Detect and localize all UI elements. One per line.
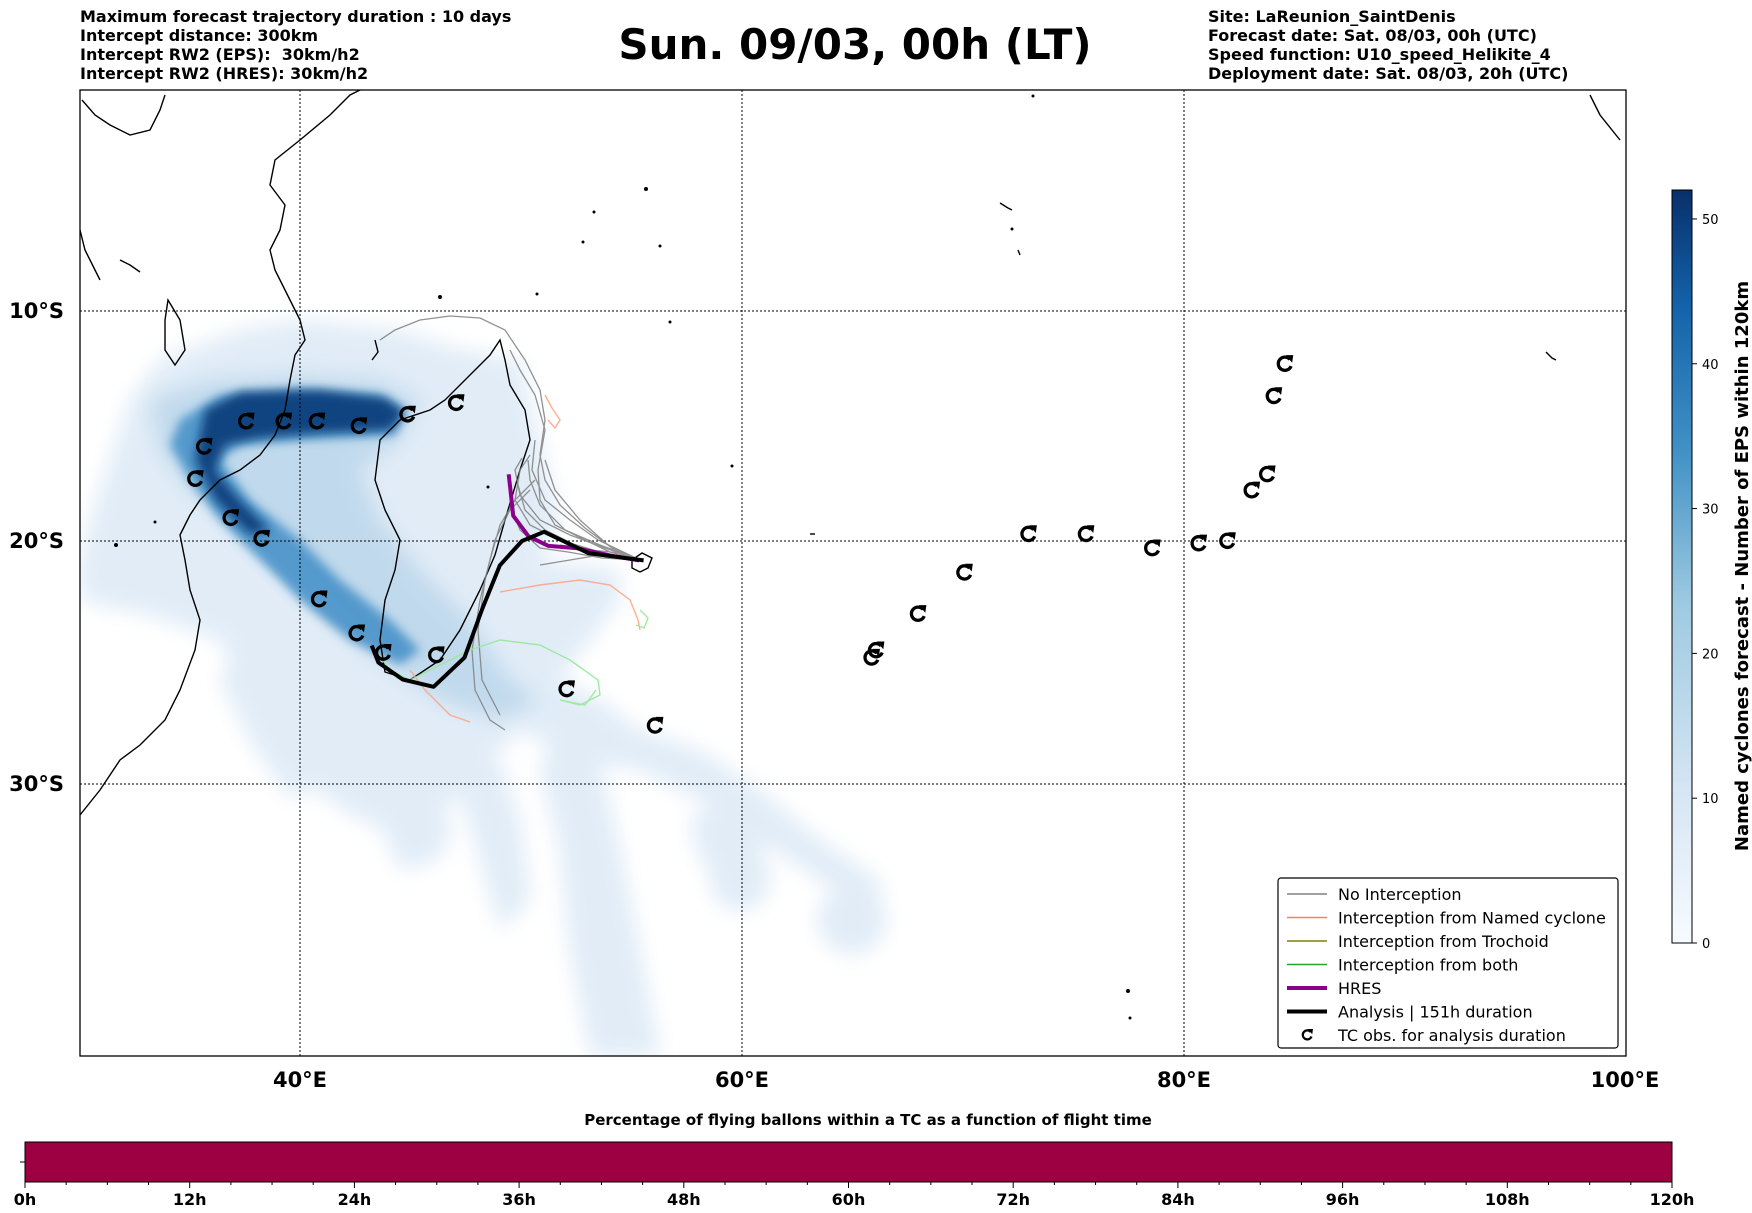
tc-observation-icon bbox=[909, 605, 927, 622]
tc-observation-icon bbox=[447, 394, 465, 412]
tc-observation-icon bbox=[1077, 525, 1095, 543]
lat-tick-label: 20°S bbox=[9, 529, 64, 553]
lat-tick-labels: 10°S 20°S 30°S bbox=[9, 299, 64, 796]
eps-colorbar-tick-label: 10 bbox=[1702, 792, 1719, 807]
coastlines bbox=[80, 90, 1621, 816]
eps-trajectories-interception-named bbox=[409, 394, 641, 723]
tc-observation-icon bbox=[1265, 387, 1283, 405]
eps-colorbar-tick-label: 30 bbox=[1702, 503, 1719, 518]
legend-label: HRES bbox=[1338, 979, 1381, 998]
header-left-line: Maximum forecast trajectory duration : 1… bbox=[80, 7, 512, 26]
header-right-line: Deployment date: Sat. 08/03, 20h (UTC) bbox=[1208, 64, 1569, 83]
header-info-left: Maximum forecast trajectory duration : 1… bbox=[80, 7, 511, 83]
eps-colorbar-bar bbox=[1671, 189, 1693, 944]
legend-label: Interception from Named cyclone bbox=[1338, 909, 1606, 928]
tc-observation-icon bbox=[187, 470, 204, 487]
legend-label: TC obs. for analysis duration bbox=[1337, 1026, 1566, 1045]
lon-tick-labels: 40°E 60°E 80°E 100°E bbox=[273, 1068, 1659, 1092]
eps-colorbar-label: Named cyclones forecast - Number of EPS … bbox=[1732, 281, 1752, 851]
lon-tick-label: 40°E bbox=[273, 1068, 327, 1092]
eps-density-mid bbox=[150, 375, 540, 720]
tc-observation-icon bbox=[253, 529, 271, 547]
eps-trajectories-interception-both bbox=[374, 609, 649, 706]
page-title: Sun. 09/03, 00h (LT) bbox=[618, 20, 1092, 69]
tc-observation-icon bbox=[1258, 465, 1276, 483]
tc-observation-icon bbox=[195, 437, 213, 455]
flight-time-tick-label: 84h bbox=[1161, 1190, 1195, 1209]
tc-observation-icon bbox=[1243, 481, 1261, 499]
legend: No Interception Interception from Named c… bbox=[1277, 877, 1619, 1049]
header-right-line: Site: LaReunion_SaintDenis bbox=[1208, 7, 1456, 26]
tc-observation-icon bbox=[275, 412, 293, 430]
islands bbox=[114, 94, 1132, 1020]
tc-observation-icon bbox=[348, 624, 366, 642]
tc-observation-icon bbox=[222, 509, 240, 527]
tc-observation-icon bbox=[237, 412, 255, 430]
flight-time-tick-label: 60h bbox=[832, 1190, 866, 1209]
tc-observation-icon bbox=[310, 590, 328, 608]
legend-tc-icon bbox=[1301, 1029, 1313, 1041]
legend-label: Analysis | 151h duration bbox=[1338, 1003, 1533, 1022]
header-left-line: Intercept RW2 (EPS): 30km/h2 bbox=[80, 45, 360, 64]
map-frame bbox=[79, 89, 1627, 1057]
legend-box bbox=[1277, 877, 1619, 1049]
header-left-line: Intercept RW2 (HRES): 30km/h2 bbox=[80, 64, 369, 83]
flight-time-colorbar: Percentage of flying ballons within a TC… bbox=[14, 1111, 1695, 1209]
eps-colorbar: 0 10 20 30 40 50 Named cyclones forecast - Nu… bbox=[1671, 189, 1752, 952]
lon-tick-label: 100°E bbox=[1591, 1068, 1660, 1092]
tc-observation-icon bbox=[1219, 532, 1236, 550]
gridlines bbox=[80, 90, 1626, 1056]
header-right-line: Forecast date: Sat. 08/03, 00h (UTC) bbox=[1208, 26, 1537, 45]
eps-density-high bbox=[170, 390, 420, 665]
eps-colorbar-tick-label: 40 bbox=[1702, 358, 1719, 373]
tc-observation-icon bbox=[308, 412, 326, 430]
tc-observation-icon bbox=[399, 405, 416, 423]
tc-observation-markers bbox=[187, 355, 1294, 734]
tc-observation-icon bbox=[558, 680, 575, 698]
tc-observation-icon bbox=[1190, 534, 1208, 552]
header-right-line: Speed function: U10_speed_Helikite_4 bbox=[1208, 45, 1551, 64]
tc-observation-icon bbox=[863, 648, 880, 666]
analysis-track bbox=[369, 529, 644, 689]
tc-observation-icon bbox=[1144, 539, 1161, 557]
legend-label: No Interception bbox=[1338, 885, 1462, 904]
header-left-line: Intercept distance: 300km bbox=[80, 26, 319, 45]
lat-tick-label: 30°S bbox=[9, 772, 64, 796]
flight-time-tick-label: 48h bbox=[667, 1190, 701, 1209]
flight-time-tick-label: 12h bbox=[173, 1190, 207, 1209]
flight-time-tick-label: 120h bbox=[1650, 1190, 1695, 1209]
tc-observation-icon bbox=[646, 716, 664, 734]
legend-label: Interception from both bbox=[1338, 956, 1518, 975]
eps-colorbar-tick-label: 0 bbox=[1702, 937, 1710, 952]
eps-colorbar-tick-label: 20 bbox=[1702, 647, 1719, 662]
tc-observation-icon bbox=[956, 563, 973, 581]
flight-time-tick-label: 36h bbox=[502, 1190, 536, 1209]
tc-observation-icon bbox=[350, 417, 368, 435]
tc-observation-icon bbox=[1020, 525, 1037, 543]
flight-time-tick-label: 96h bbox=[1326, 1190, 1360, 1209]
flight-time-tick-label: 108h bbox=[1485, 1190, 1530, 1209]
lon-tick-label: 60°E bbox=[715, 1068, 769, 1092]
lon-tick-label: 80°E bbox=[1157, 1068, 1211, 1092]
header-info-right: Site: LaReunion_SaintDenis Forecast date… bbox=[1208, 7, 1568, 83]
tc-observation-icon bbox=[1276, 355, 1294, 372]
lat-tick-label: 10°S bbox=[9, 299, 64, 323]
flight-time-colorbar-bar bbox=[24, 1141, 1673, 1183]
flight-time-tick-label: 0h bbox=[14, 1190, 37, 1209]
eps-colorbar-tick-label: 50 bbox=[1702, 213, 1719, 228]
flight-time-tick-label: 24h bbox=[338, 1190, 372, 1209]
flight-time-colorbar-title: Percentage of flying ballons within a TC… bbox=[584, 1111, 1152, 1129]
tc-observation-icon bbox=[428, 646, 445, 664]
tc-observation-icon bbox=[867, 641, 885, 659]
tc-observation-icon bbox=[374, 643, 392, 661]
legend-label: Interception from Trochoid bbox=[1338, 932, 1549, 951]
flight-time-tick-label: 72h bbox=[996, 1190, 1030, 1209]
